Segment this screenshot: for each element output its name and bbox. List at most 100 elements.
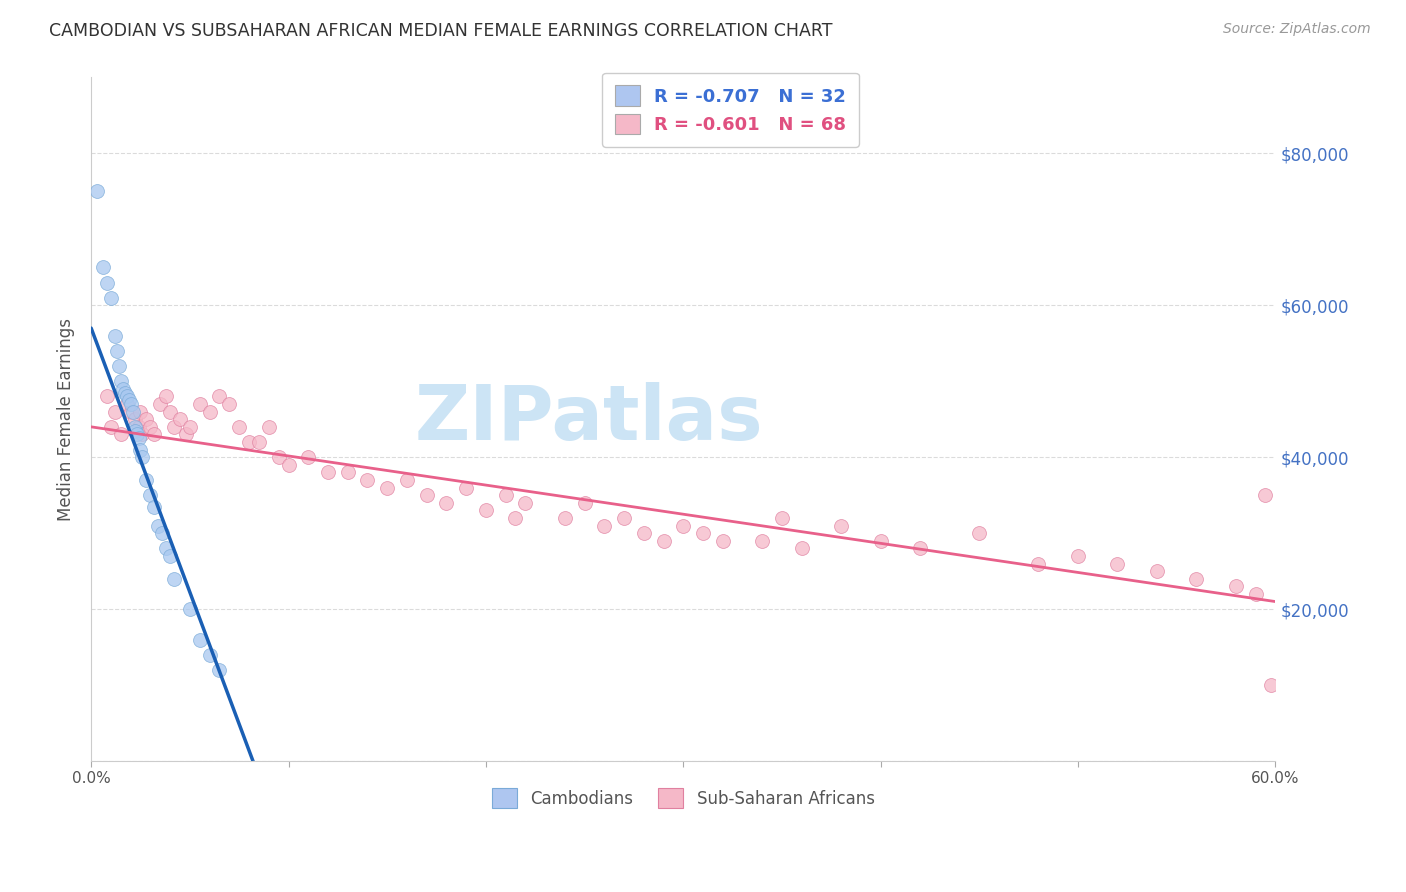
Point bbox=[107, 359, 129, 373]
Point bbox=[456, 481, 478, 495]
Point bbox=[247, 435, 270, 450]
Point bbox=[218, 397, 240, 411]
Point bbox=[143, 500, 166, 514]
Point bbox=[120, 397, 142, 411]
Point bbox=[104, 405, 127, 419]
Point bbox=[163, 420, 186, 434]
Point bbox=[495, 488, 517, 502]
Point bbox=[238, 435, 260, 450]
Point bbox=[1260, 678, 1282, 692]
Point bbox=[395, 473, 418, 487]
Point bbox=[574, 496, 596, 510]
Point bbox=[110, 427, 132, 442]
Point bbox=[505, 511, 527, 525]
Point bbox=[139, 488, 162, 502]
Point bbox=[267, 450, 290, 465]
Point bbox=[159, 405, 181, 419]
Point bbox=[613, 511, 636, 525]
Text: ZIPatlas: ZIPatlas bbox=[415, 383, 763, 457]
Point bbox=[593, 518, 616, 533]
Point bbox=[436, 496, 458, 510]
Point bbox=[100, 420, 122, 434]
Point bbox=[110, 374, 132, 388]
Text: Source: ZipAtlas.com: Source: ZipAtlas.com bbox=[1223, 22, 1371, 37]
Text: CAMBODIAN VS SUBSAHARAN AFRICAN MEDIAN FEMALE EARNINGS CORRELATION CHART: CAMBODIAN VS SUBSAHARAN AFRICAN MEDIAN F… bbox=[49, 22, 832, 40]
Point bbox=[139, 420, 162, 434]
Point bbox=[115, 397, 138, 411]
Point bbox=[908, 541, 931, 556]
Point bbox=[257, 420, 280, 434]
Point bbox=[118, 393, 141, 408]
Point bbox=[150, 526, 173, 541]
Point bbox=[121, 405, 143, 419]
Point bbox=[208, 663, 231, 677]
Point bbox=[969, 526, 991, 541]
Y-axis label: Median Female Earnings: Median Female Earnings bbox=[58, 318, 75, 521]
Point bbox=[155, 389, 177, 403]
Point bbox=[86, 185, 108, 199]
Point bbox=[375, 481, 398, 495]
Point bbox=[1146, 564, 1168, 578]
Point bbox=[751, 533, 773, 548]
Point bbox=[1185, 572, 1208, 586]
Point bbox=[1067, 549, 1090, 563]
Point bbox=[869, 533, 891, 548]
Point bbox=[790, 541, 813, 556]
Point bbox=[692, 526, 714, 541]
Point bbox=[120, 405, 142, 419]
Point bbox=[316, 466, 339, 480]
Point bbox=[111, 382, 134, 396]
Point bbox=[188, 397, 211, 411]
Point bbox=[515, 496, 537, 510]
Point bbox=[652, 533, 675, 548]
Point bbox=[96, 389, 118, 403]
Point bbox=[169, 412, 191, 426]
Point bbox=[297, 450, 319, 465]
Point bbox=[633, 526, 655, 541]
Point bbox=[475, 503, 498, 517]
Point bbox=[143, 427, 166, 442]
Point bbox=[336, 466, 359, 480]
Point bbox=[96, 276, 118, 290]
Point bbox=[131, 427, 153, 442]
Point bbox=[128, 431, 150, 445]
Point bbox=[1254, 488, 1277, 502]
Point bbox=[1244, 587, 1267, 601]
Point bbox=[125, 427, 148, 442]
Point bbox=[129, 442, 152, 457]
Point bbox=[100, 291, 122, 305]
Point bbox=[124, 424, 146, 438]
Point bbox=[179, 602, 201, 616]
Point bbox=[135, 473, 157, 487]
Point bbox=[114, 385, 136, 400]
Point bbox=[770, 511, 793, 525]
Point bbox=[129, 405, 152, 419]
Point bbox=[1107, 557, 1129, 571]
Point bbox=[105, 343, 128, 358]
Point bbox=[115, 389, 138, 403]
Point bbox=[198, 648, 221, 662]
Point bbox=[104, 328, 127, 343]
Point bbox=[1225, 579, 1247, 593]
Legend: Cambodians, Sub-Saharan Africans: Cambodians, Sub-Saharan Africans bbox=[485, 781, 882, 814]
Point bbox=[208, 389, 231, 403]
Point bbox=[163, 572, 186, 586]
Point bbox=[179, 420, 201, 434]
Point bbox=[356, 473, 378, 487]
Point bbox=[277, 458, 299, 472]
Point bbox=[124, 412, 146, 426]
Point bbox=[672, 518, 695, 533]
Point bbox=[149, 397, 172, 411]
Point bbox=[159, 549, 181, 563]
Point bbox=[830, 518, 852, 533]
Point bbox=[148, 518, 170, 533]
Point bbox=[711, 533, 734, 548]
Point bbox=[174, 427, 197, 442]
Point bbox=[131, 450, 153, 465]
Point bbox=[128, 420, 150, 434]
Point bbox=[1028, 557, 1050, 571]
Point bbox=[135, 412, 157, 426]
Point bbox=[124, 420, 146, 434]
Point bbox=[188, 632, 211, 647]
Point bbox=[155, 541, 177, 556]
